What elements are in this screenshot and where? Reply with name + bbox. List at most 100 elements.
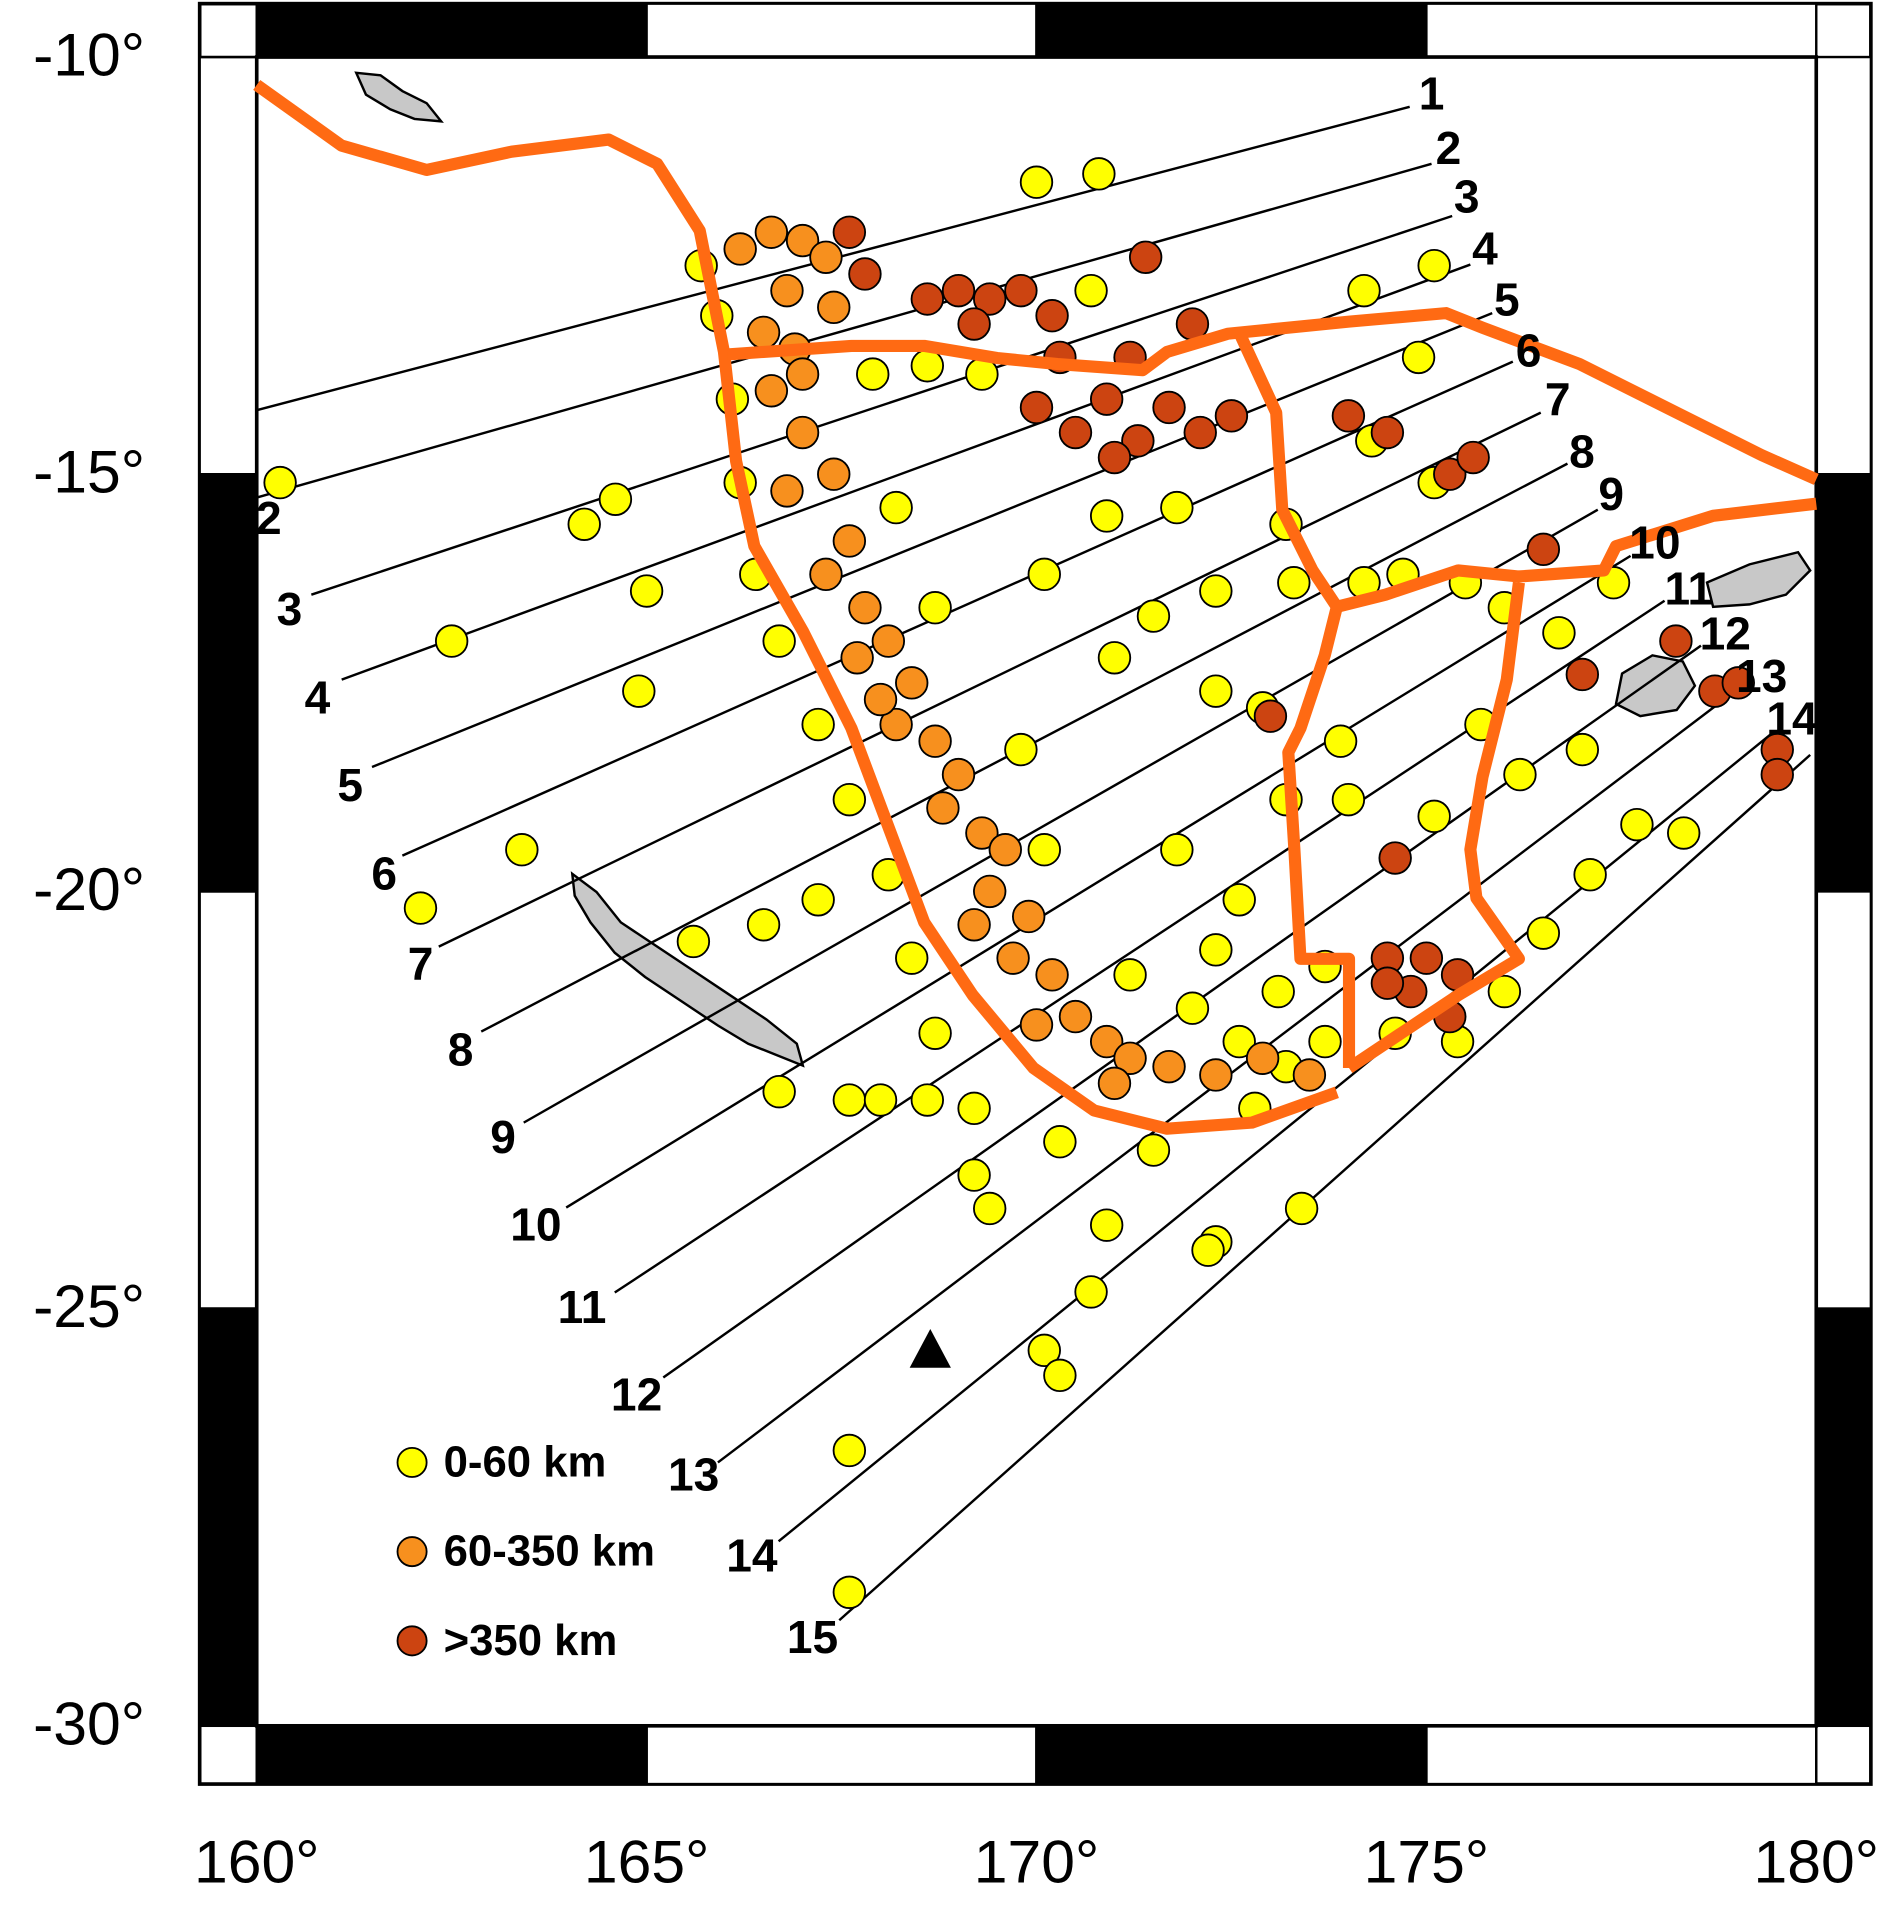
- earthquake: [918, 1016, 952, 1050]
- earthquake: [1004, 273, 1038, 308]
- earthquake: [817, 290, 851, 325]
- earthquake: [1058, 999, 1093, 1034]
- frame-band: [1035, 2, 1428, 59]
- earthquake: [973, 282, 1007, 316]
- earthquake: [434, 624, 469, 658]
- profile-label: 6: [371, 848, 397, 900]
- earthquake: [762, 1074, 796, 1109]
- earthquake: [1113, 1041, 1147, 1075]
- earthquake: [1113, 958, 1147, 992]
- earthquake: [785, 357, 820, 391]
- earthquake: [567, 507, 601, 541]
- earthquake: [895, 666, 929, 700]
- earthquake: [1160, 490, 1194, 525]
- x-tick-label: 165°: [584, 1828, 709, 1896]
- earthquake: [1074, 1275, 1108, 1309]
- earthquake: [1487, 974, 1522, 1009]
- y-tick-label: -30°: [33, 1689, 145, 1757]
- frame-band: [1035, 1724, 1428, 1786]
- profile-label: 5: [1494, 274, 1520, 326]
- profile-label: 10: [510, 1198, 561, 1250]
- axis-labels: 160° 165° 170° 175° 180° -10° -15° -20° -25° -30°: [33, 21, 1879, 1896]
- profile-label: 8: [1569, 425, 1595, 477]
- x-tick-label: 170°: [974, 1828, 1100, 1896]
- earthquake: [957, 1158, 991, 1192]
- frame-band: [198, 1307, 258, 1728]
- earthquake: [1027, 557, 1061, 592]
- earthquake: [1160, 833, 1194, 867]
- earthquake: [1323, 724, 1358, 758]
- profile-lines: [256, 105, 1811, 1622]
- earthquake: [1222, 1024, 1256, 1059]
- earthquake: [598, 482, 633, 516]
- earthquake: [1222, 883, 1256, 917]
- earthquake: [1253, 699, 1288, 733]
- earthquake: [762, 624, 796, 658]
- earthquake: [1565, 732, 1600, 767]
- earthquake: [770, 273, 804, 308]
- earthquake: [1019, 165, 1054, 199]
- legend-symbol: [396, 1446, 428, 1478]
- earthquake: [1409, 941, 1444, 975]
- profile-label: 3: [277, 583, 303, 635]
- profile-line: [523, 508, 1599, 1124]
- fiji-vanua-levu: [1705, 550, 1812, 609]
- earthquake: [801, 883, 835, 917]
- earthquake: [1721, 666, 1755, 700]
- profile-line: [838, 753, 1811, 1622]
- profile-line: [565, 554, 1632, 1209]
- earthquake: [754, 215, 789, 249]
- earthquake: [848, 591, 882, 625]
- earthquake: [863, 682, 898, 717]
- volcano-marker: [909, 1328, 951, 1368]
- earthquake: [832, 782, 867, 817]
- profile-label: 15: [787, 1611, 838, 1663]
- earthquake: [1292, 1058, 1327, 1092]
- profile-label: 13: [1736, 650, 1787, 702]
- frame-band: [255, 1724, 648, 1786]
- earthquake: [1128, 240, 1163, 274]
- earthquake: [973, 874, 1007, 909]
- profile-line: [401, 360, 1514, 857]
- profile-label: 4: [1472, 223, 1498, 275]
- earthquake: [1526, 916, 1561, 950]
- profile-line: [777, 730, 1775, 1543]
- earthquake: [1074, 273, 1108, 308]
- earthquake: [505, 833, 539, 867]
- earthquake: [1433, 457, 1467, 491]
- earthquake: [1284, 1191, 1319, 1226]
- earthquake: [941, 273, 976, 308]
- profile-label: 2: [256, 492, 282, 544]
- earthquake: [871, 624, 906, 658]
- earthquake: [629, 574, 664, 608]
- profile-label: 10: [1629, 516, 1680, 568]
- earthquake: [1019, 1008, 1054, 1042]
- earthquake: [1526, 532, 1561, 567]
- x-tick-label: 180°: [1754, 1828, 1880, 1896]
- earthquake: [996, 941, 1030, 975]
- frame-band: [1815, 1307, 1873, 1728]
- earthquake: [1417, 248, 1451, 283]
- earthquake: [1370, 966, 1405, 1000]
- earthquake: [856, 357, 890, 391]
- profile-line: [310, 214, 1453, 596]
- profile-label: 13: [668, 1448, 719, 1500]
- earthquake: [848, 257, 882, 291]
- earthquake: [1035, 299, 1069, 333]
- profile-label: 7: [408, 937, 434, 989]
- legend-symbol: [396, 1625, 428, 1657]
- frame-band: [645, 2, 1038, 59]
- profile-label: 9: [490, 1111, 516, 1163]
- profile-label: 7: [1545, 373, 1571, 425]
- earthquake: [809, 557, 843, 592]
- earthquake: [1214, 399, 1249, 433]
- earthquake: [918, 591, 952, 625]
- earthquake: [785, 223, 820, 258]
- earthquake: [895, 941, 929, 975]
- ridge: [727, 307, 1819, 485]
- earthquake: [1043, 1358, 1077, 1393]
- earthquake: [1097, 1066, 1132, 1101]
- earthquake: [1089, 1024, 1124, 1059]
- profile-line: [256, 162, 1432, 499]
